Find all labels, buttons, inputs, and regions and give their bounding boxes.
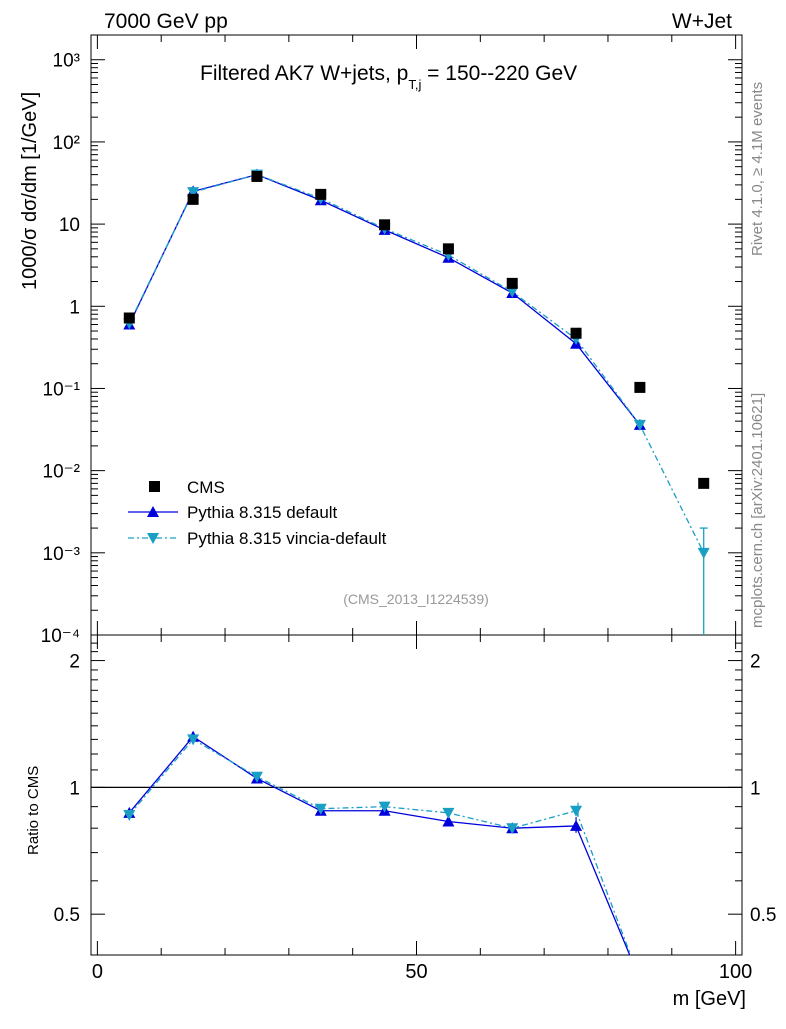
x-tick-label: 50: [405, 961, 427, 983]
series-line-pythia-default: [128, 173, 641, 426]
marker-cms: [251, 170, 263, 182]
x-axis-label: m [GeV]: [673, 988, 746, 1010]
y-tick-label: 10²: [53, 133, 80, 154]
y-tick-label: 10⁻¹: [43, 379, 81, 400]
ratio-marker-pythia-vincia: [250, 771, 263, 783]
series-line-pythia-vincia: [128, 173, 705, 554]
ratio-tick-label-right: 0.5: [750, 905, 776, 926]
marker-cms: [123, 312, 135, 324]
marker-pythia-vincia: [697, 547, 710, 559]
ratio-tick-label-right: 2: [750, 652, 761, 673]
analysis-id: (CMS_2013_I1224539): [343, 591, 489, 607]
x-tick-label: 100: [719, 961, 752, 983]
legend: CMS Pythia 8.315 default Pythia 8.315 vi…: [128, 478, 387, 548]
marker-cms: [187, 193, 199, 205]
header-left: 7000 GeV pp: [104, 10, 228, 33]
legend-label-default: Pythia 8.315 default: [187, 503, 338, 522]
legend-label-vincia: Pythia 8.315 vincia-default: [187, 529, 387, 548]
marker-cms: [442, 243, 454, 255]
legend-marker-cms: [149, 481, 160, 492]
y-tick-label: 10⁻⁴: [41, 626, 80, 647]
ratio-line-pythia-default: [128, 735, 631, 956]
ratio-marker-pythia-vincia: [378, 801, 391, 813]
ratio-marker-pythia-default: [442, 815, 455, 827]
marker-pythia-vincia: [633, 419, 646, 431]
y-tick-label: 10⁻²: [43, 462, 81, 483]
y-tick-label: 10: [59, 215, 80, 236]
plot-title: Filtered AK7 W+jets, pT,j = 150--220 GeV: [200, 62, 577, 92]
marker-cms: [634, 381, 646, 393]
x-tick-label: 0: [92, 961, 103, 983]
y-tick-label: 10³: [53, 51, 80, 72]
marker-pythia-vincia: [506, 286, 519, 298]
y-axis-label-bottom: Ratio to CMS: [25, 766, 42, 855]
y-axis-label-top: 1000/σ dσ/dm [1/GeV]: [19, 92, 41, 290]
y-tick-label: 1: [69, 297, 80, 318]
marker-cms: [315, 188, 327, 200]
y-tick-label: 10⁻³: [43, 544, 81, 565]
marker-cms: [698, 477, 710, 489]
marker-cms: [506, 277, 518, 289]
header-right: W+Jet: [672, 10, 732, 33]
legend-label-cms: CMS: [187, 478, 225, 497]
ratio-marker-pythia-vincia: [570, 805, 583, 817]
ratio-marker-pythia-vincia: [314, 803, 327, 815]
ratio-marker-pythia-vincia: [442, 807, 455, 819]
ratio-tick-label-right: 1: [750, 778, 761, 799]
bottom-panel-frame: [90, 634, 743, 956]
ratio-marker-pythia-vincia: [506, 823, 519, 835]
ratio-line-pythia-vincia: [128, 738, 632, 956]
marker-cms: [379, 219, 391, 231]
ratio-tick-label: 1: [69, 778, 80, 799]
ratio-marker-pythia-vincia: [123, 809, 136, 821]
legend-marker-vincia: [147, 533, 159, 544]
mcplots-label: mcplots.cern.ch [arXiv:2401.10621]: [749, 393, 766, 628]
ratio-marker-pythia-vincia: [187, 734, 200, 746]
legend-marker-default: [147, 506, 159, 517]
rivet-label: Rivet 4.1.0, ≥ 4.1M events: [749, 82, 766, 256]
ratio-tick-label: 0.5: [54, 905, 80, 926]
marker-pythia-vincia: [187, 187, 200, 199]
marker-cms: [570, 327, 582, 339]
ratio-tick-label: 2: [69, 652, 80, 673]
